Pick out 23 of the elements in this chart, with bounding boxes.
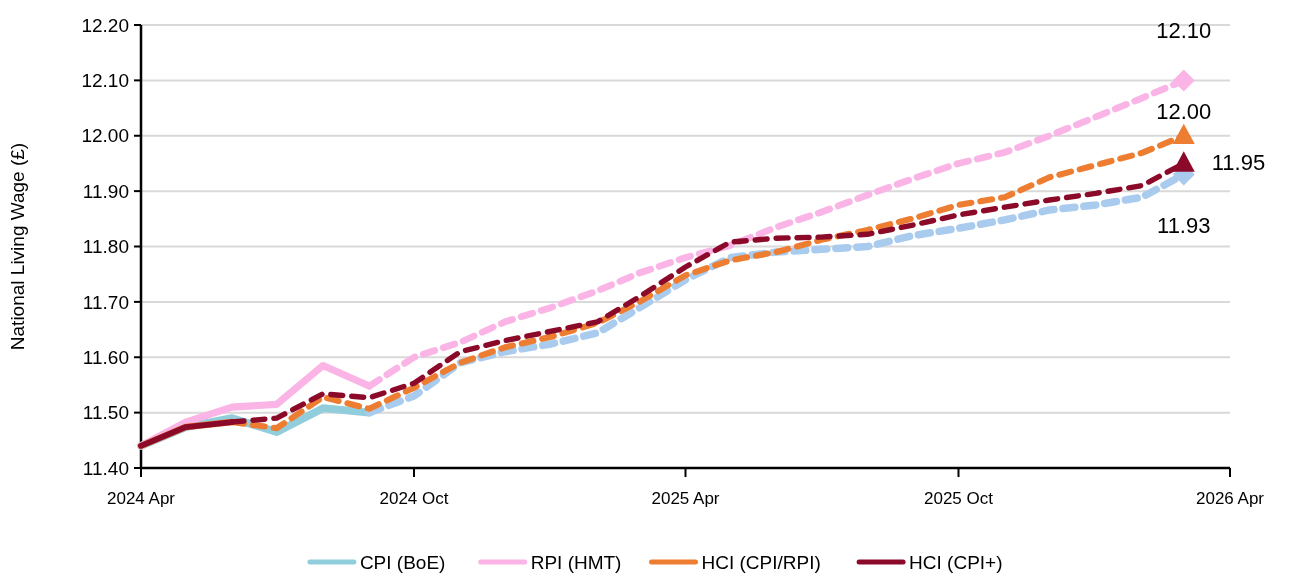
legend-label: HCI (CPI+) [909,551,1003,573]
y-tick-label: 11.80 [82,236,129,258]
x-tick-label: 2024 Apr [106,489,176,508]
annotation: 12.10 [1156,18,1212,44]
y-tick-label: 11.50 [82,402,129,424]
y-tick-label: 11.60 [82,346,129,368]
legend-label: CPI (BoE) [359,551,446,573]
y-axis-title: National Living Wage (£) [7,142,28,351]
x-tick-label: 2025 Apr [651,489,720,508]
y-tick-label: 12.00 [81,125,129,147]
x-tick-label: 2024 Oct [379,489,449,508]
y-tick-label: 11.40 [82,457,129,479]
y-tick-label: 12.20 [81,14,129,36]
x-tick-label: 2025 Oct [924,489,994,508]
y-tick-label: 12.10 [81,70,129,92]
annotation: 11.93 [1157,212,1211,238]
x-tick-label: 2026 Apr [1195,489,1265,508]
y-tick-label: 11.90 [82,180,129,202]
annotation: 12.00 [1156,98,1212,124]
y-tick-label: 11.70 [82,291,129,313]
legend-label: RPI (HMT) [530,551,622,573]
annotation: 11.95 [1211,150,1266,176]
legend-label: HCI (CPI/RPI) [701,551,821,573]
